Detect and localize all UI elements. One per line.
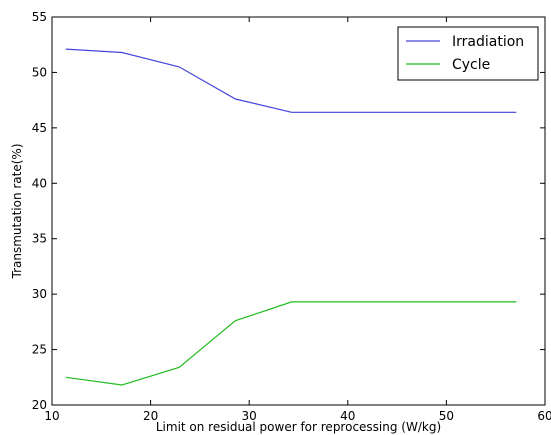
y-tick-label: 55 [32, 10, 47, 24]
y-tick-label: 50 [32, 65, 47, 79]
legend-label-cycle: Cycle [452, 57, 490, 73]
x-tick-label: 20 [143, 409, 158, 423]
x-tick-label: 10 [44, 409, 59, 423]
x-tick-label: 60 [537, 409, 551, 423]
x-axis-label: Limit on residual power for reprocessing… [156, 420, 441, 434]
y-tick-label: 35 [32, 232, 47, 246]
y-tick-label: 40 [32, 176, 47, 190]
plot-area [65, 48, 517, 386]
y-tick-label: 20 [32, 398, 47, 412]
x-tick-label: 40 [340, 409, 355, 423]
y-axis-label: Transmutation rate(%) [10, 143, 24, 279]
series-line-irradiation [65, 48, 517, 113]
series-line-cycle [65, 301, 517, 386]
x-tick-label: 30 [242, 409, 257, 423]
y-tick-label: 45 [32, 121, 47, 135]
legend-box [397, 26, 539, 81]
y-tick-label: 25 [32, 343, 47, 357]
plot-frame [51, 16, 546, 406]
y-tick-label: 30 [32, 287, 47, 301]
legend: Irradiation Cycle [397, 26, 539, 81]
legend-label-irradiation: Irradiation [452, 34, 524, 50]
x-tick-label: 50 [439, 409, 454, 423]
